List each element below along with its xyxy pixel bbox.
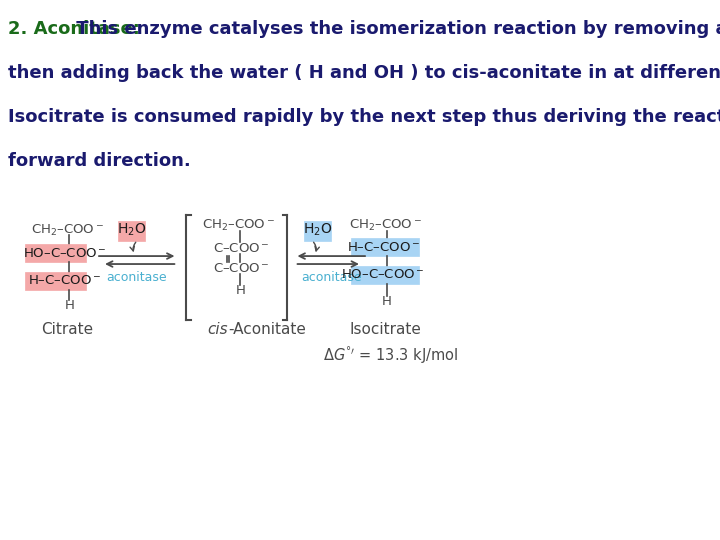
FancyBboxPatch shape (24, 272, 86, 290)
Text: Citrate: Citrate (41, 322, 94, 337)
Text: forward direction.: forward direction. (8, 152, 191, 170)
FancyBboxPatch shape (118, 221, 145, 241)
Text: 2. Aconitase:: 2. Aconitase: (8, 20, 140, 38)
Text: Isocitrate: Isocitrate (349, 322, 421, 337)
Text: H: H (235, 285, 246, 298)
Text: H–C–COO$^-$: H–C–COO$^-$ (346, 241, 420, 254)
Text: H$_2$O: H$_2$O (117, 222, 146, 238)
Text: cis: cis (207, 322, 228, 337)
Text: aconitase: aconitase (106, 272, 167, 285)
Text: CH$_2$–COO$^-$: CH$_2$–COO$^-$ (202, 218, 275, 233)
Text: C–COO$^-$: C–COO$^-$ (213, 261, 270, 274)
FancyBboxPatch shape (351, 238, 418, 256)
Text: H: H (382, 295, 392, 308)
Text: C–COO$^-$: C–COO$^-$ (213, 241, 270, 255)
Text: aconitase: aconitase (301, 272, 361, 285)
Text: HO–C–COO$^-$: HO–C–COO$^-$ (341, 268, 425, 281)
Text: CH$_2$–COO$^-$: CH$_2$–COO$^-$ (348, 218, 421, 233)
Text: -Aconitate: -Aconitate (229, 322, 307, 337)
Text: $\Delta G^{°\prime}$ = 13.3 kJ/mol: $\Delta G^{°\prime}$ = 13.3 kJ/mol (323, 343, 459, 366)
Text: HO–C–COO$^-$: HO–C–COO$^-$ (23, 247, 107, 260)
Text: H: H (64, 299, 74, 312)
Text: H$_2$O: H$_2$O (303, 222, 333, 238)
FancyBboxPatch shape (305, 221, 331, 241)
Text: This enzyme catalyses the isomerization reaction by removing and: This enzyme catalyses the isomerization … (70, 20, 720, 38)
Text: CH$_2$–COO$^-$: CH$_2$–COO$^-$ (31, 222, 104, 238)
Text: then adding back the water ( H and OH ) to cis-aconitate in at different positio: then adding back the water ( H and OH ) … (8, 64, 720, 82)
FancyBboxPatch shape (351, 266, 418, 284)
Text: Isocitrate is consumed rapidly by the next step thus deriving the reaction in: Isocitrate is consumed rapidly by the ne… (8, 109, 720, 126)
FancyBboxPatch shape (24, 244, 86, 262)
Text: H–C–COO$^-$: H–C–COO$^-$ (28, 274, 102, 287)
